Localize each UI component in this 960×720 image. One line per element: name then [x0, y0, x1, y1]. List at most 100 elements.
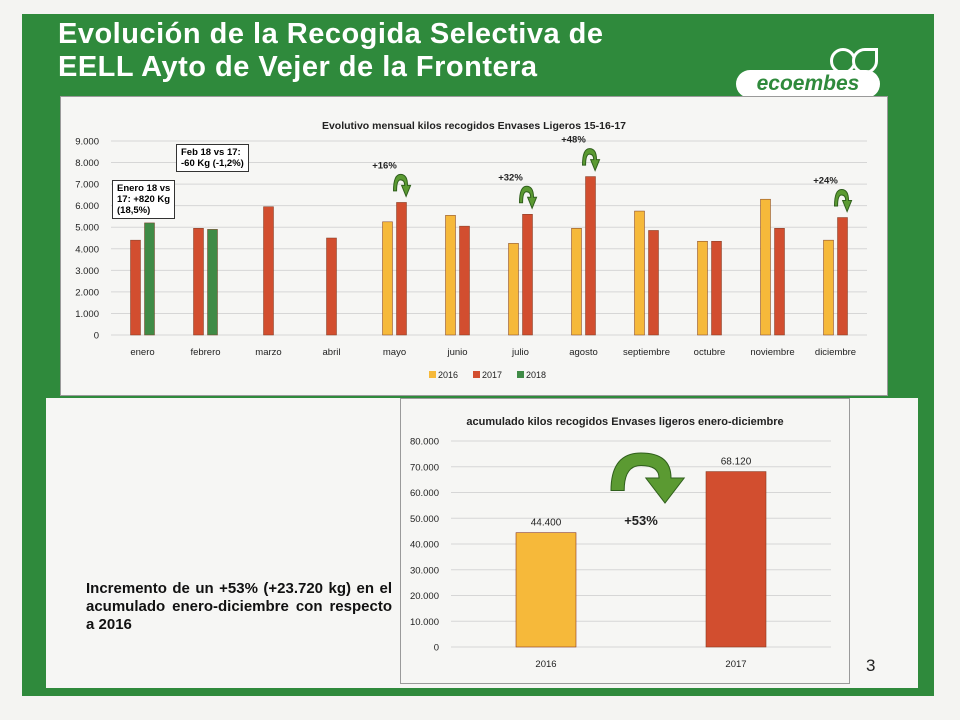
bar-2018 [207, 229, 218, 336]
y-tick-label: 6.000 [75, 201, 99, 212]
bar-2017 [585, 176, 596, 336]
logo-text: ecoembes [736, 70, 880, 98]
growth-label: +48% [561, 135, 586, 146]
bar-2017 [648, 230, 659, 336]
x-tick-label: marzo [255, 347, 281, 358]
y-tick-label: 30.000 [410, 565, 439, 576]
legend-swatch [473, 371, 480, 378]
title-line-2: EELL Ayto de Vejer de la Frontera [58, 51, 538, 83]
growth-arrow-icon [518, 185, 538, 210]
x-tick-label: febrero [190, 347, 220, 358]
growth-arrow-icon [581, 148, 601, 172]
y-tick-label: 4.000 [75, 244, 99, 255]
y-tick-label: 1.000 [75, 309, 99, 320]
bar-2016 [571, 228, 582, 336]
x-tick-label: abril [323, 347, 341, 358]
page-title: Evolución de la Recogida Selectiva de EE… [58, 18, 604, 84]
bar-2017 [263, 206, 274, 336]
bar-data-label: 68.120 [721, 457, 752, 468]
y-tick-label: 3.000 [75, 266, 99, 277]
x-tick-label: junio [446, 347, 467, 358]
x-tick-label: diciembre [815, 347, 856, 358]
bar-2016 [697, 240, 708, 336]
accumulated-chart-title: acumulado kilos recogidos Envases ligero… [466, 416, 783, 428]
bar-2017 [459, 225, 470, 336]
growth-arrow-icon [392, 173, 412, 198]
x-tick-label: 2017 [725, 659, 746, 670]
y-tick-label: 9.000 [75, 137, 99, 148]
growth-arrow-icon [610, 452, 686, 504]
y-tick-label: 0 [434, 643, 439, 654]
y-tick-label: 70.000 [410, 462, 439, 473]
bar-2017 [705, 471, 767, 648]
callout-enero-line-1: Enero 18 vs [117, 183, 171, 194]
callout-febrero: Feb 18 vs 17: -60 Kg (-1,2%) [176, 144, 249, 172]
y-tick-label: 50.000 [410, 514, 439, 525]
y-tick-label: 2.000 [75, 287, 99, 298]
bar-2017 [193, 228, 204, 336]
growth-arrow-icon-shape [392, 173, 412, 198]
growth-arrow-icon-shape [833, 189, 853, 213]
x-tick-label: enero [130, 347, 154, 358]
bar-2016 [508, 243, 519, 336]
x-tick-label: octubre [694, 347, 726, 358]
legend-label: 2016 [438, 370, 458, 380]
y-tick-label: 0 [94, 331, 99, 342]
summary-text: Incremento de un +53% (+23.720 kg) en el… [86, 580, 392, 633]
bar-data-label: 44.400 [531, 518, 562, 529]
growth-label: +24% [813, 176, 838, 187]
logo-leaf-icon [852, 48, 878, 74]
bar-2017 [326, 237, 337, 336]
growth-label: +32% [498, 172, 523, 183]
bar-2016 [634, 210, 645, 336]
x-tick-label: agosto [569, 347, 598, 358]
x-tick-label: mayo [383, 347, 406, 358]
y-tick-label: 60.000 [410, 488, 439, 499]
bar-2017 [711, 240, 722, 336]
bar-2017 [837, 217, 848, 336]
bar-2017 [522, 214, 533, 336]
x-tick-label: septiembre [623, 347, 670, 358]
legend-swatch [429, 371, 436, 378]
growth-arrow-icon-shape [581, 148, 601, 172]
monthly-chart: Evolutivo mensual kilos recogidos Envase… [75, 120, 867, 380]
legend-swatch [517, 371, 524, 378]
y-tick-label: 8.000 [75, 158, 99, 169]
growth-arrow-icon-shape [518, 185, 538, 210]
callout-enero-line-2: 17: +820 Kg [117, 194, 171, 205]
ecoembes-logo: ecoembes [736, 48, 880, 100]
x-tick-label: 2016 [535, 659, 556, 670]
accumulated-chart: acumulado kilos recogidos Envases ligero… [410, 416, 831, 670]
monthly-chart-title: Evolutivo mensual kilos recogidos Envase… [322, 120, 626, 132]
bar-2017 [396, 202, 407, 336]
bar-2016 [382, 221, 393, 336]
bar-2016 [823, 239, 834, 336]
bar-2016 [445, 215, 456, 336]
growth-arrow-icon-shape [610, 452, 686, 504]
bar-2018 [144, 222, 155, 336]
y-tick-label: 10.000 [410, 617, 439, 628]
title-line-1: Evolución de la Recogida Selectiva de [58, 18, 604, 50]
y-tick-label: 80.000 [410, 437, 439, 448]
x-tick-label: julio [511, 347, 529, 358]
accumulated-chart-panel: acumulado kilos recogidos Envases ligero… [400, 398, 850, 684]
y-tick-label: 40.000 [410, 540, 439, 551]
bar-2017 [774, 228, 785, 336]
callout-enero: Enero 18 vs 17: +820 Kg (18,5%) [112, 180, 176, 219]
callout-febrero-line-1: Feb 18 vs 17: [181, 147, 241, 158]
page-number: 3 [866, 656, 876, 675]
bar-2016 [760, 198, 771, 336]
growth-label: +53% [624, 513, 658, 528]
bar-2017 [130, 239, 141, 336]
growth-arrow-icon [833, 189, 853, 213]
y-tick-label: 7.000 [75, 180, 99, 191]
growth-label: +16% [372, 160, 397, 171]
monthly-chart-panel: Evolutivo mensual kilos recogidos Envase… [60, 96, 888, 396]
bar-2016 [515, 532, 577, 648]
x-tick-label: noviembre [750, 347, 794, 358]
y-tick-label: 20.000 [410, 591, 439, 602]
y-tick-label: 5.000 [75, 223, 99, 234]
legend-label: 2017 [482, 370, 502, 380]
legend-label: 2018 [526, 370, 546, 380]
callout-febrero-line-2: -60 Kg (-1,2%) [181, 158, 244, 169]
